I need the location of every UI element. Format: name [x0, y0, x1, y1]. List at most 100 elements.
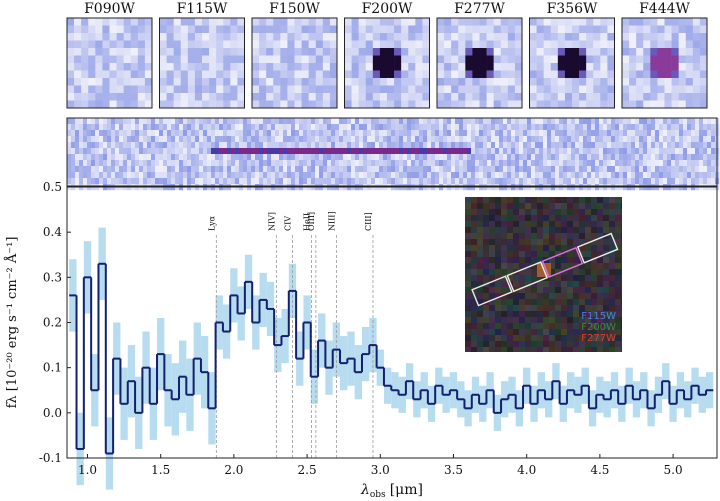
strip-pixel — [563, 124, 568, 131]
cutout-pixel — [95, 63, 103, 71]
cutout-pixel — [514, 85, 523, 94]
cutout-pixel — [408, 100, 416, 109]
cutout-pixel — [187, 100, 196, 109]
cutout-pixel — [458, 18, 466, 26]
strip-pixel — [91, 166, 96, 173]
cutout-pixel — [629, 55, 637, 64]
cutout-pixel — [564, 55, 573, 64]
cutout-pixel — [315, 18, 324, 26]
strip-pixel — [575, 172, 580, 179]
strip-pixel — [351, 136, 356, 143]
strip-pixel — [567, 118, 572, 125]
strip-pixel — [319, 142, 324, 149]
strip-pixel — [675, 178, 680, 185]
strip-pixel — [71, 160, 76, 167]
inset-pixel — [609, 245, 615, 251]
inset-pixel — [603, 209, 609, 215]
strip-pixel — [559, 172, 564, 179]
strip-pixel — [439, 160, 444, 167]
cutout-pixel — [543, 33, 552, 41]
strip-pixel — [607, 136, 612, 143]
inset-pixel — [501, 287, 507, 293]
cutout-pixel — [564, 33, 573, 41]
strip-pixel — [647, 136, 652, 143]
inset-pixel — [609, 287, 615, 293]
strip-pixel — [251, 136, 256, 143]
cutout-pixel — [600, 78, 608, 86]
cutout-pixel — [629, 18, 637, 26]
strip-pixel — [319, 166, 324, 173]
cutout-pixel — [643, 48, 651, 56]
strip-pixel — [411, 124, 416, 131]
inset-pixel — [597, 347, 603, 352]
cutout-pixel — [643, 100, 651, 109]
strip-pixel — [415, 160, 420, 167]
inset-pixel — [495, 323, 501, 329]
inset-pixel — [603, 347, 609, 352]
strip-pixel — [251, 154, 256, 161]
cutout-pixel — [657, 40, 665, 49]
cutout-pixel — [81, 33, 89, 41]
cutout-pixel — [344, 78, 352, 86]
inset-pixel — [525, 221, 531, 227]
strip-pixel — [339, 166, 344, 173]
cutout-pixel — [187, 33, 196, 41]
strip-pixel — [387, 178, 392, 185]
cutout-pixel — [358, 48, 367, 56]
cutout-pixel — [643, 40, 651, 49]
cutout-pixel — [365, 93, 374, 101]
strip-pixel — [479, 160, 484, 167]
inset-pixel — [561, 311, 567, 317]
strip-pixel — [523, 118, 528, 125]
strip-pixel — [143, 154, 148, 161]
strip-pixel — [479, 118, 484, 125]
inset-pixel — [465, 251, 471, 257]
inset-pixel — [621, 227, 622, 233]
strip-pixel — [99, 154, 104, 161]
strip-pixel — [163, 130, 168, 137]
inset-pixel — [543, 323, 549, 329]
strip-pixel — [283, 178, 288, 185]
cutout-pixel — [194, 33, 203, 41]
cutout-pixel — [301, 100, 309, 109]
cutout-pixel — [543, 85, 552, 94]
strip-pixel — [195, 136, 200, 143]
strip-pixel — [543, 136, 548, 143]
cutout-pixel — [294, 48, 302, 56]
strip-pixel — [91, 148, 96, 155]
strip-pixel — [487, 154, 492, 161]
strip-pixel — [627, 178, 632, 185]
inset-pixel — [615, 215, 621, 221]
cutout-pixel — [394, 33, 402, 41]
cutout-pixel — [586, 55, 594, 64]
strip-pixel — [431, 166, 436, 173]
strip-pixel — [107, 124, 112, 131]
strip-pixel — [343, 124, 348, 131]
strip-pixel — [691, 166, 696, 173]
cutout-pixel — [636, 25, 644, 34]
strip-pixel — [631, 148, 636, 155]
inset-pixel — [531, 347, 537, 352]
strip-pixel — [295, 172, 300, 179]
strip-pixel — [271, 130, 276, 137]
strip-pixel — [539, 160, 544, 167]
inset-pixel — [519, 329, 525, 335]
inset-pixel — [465, 329, 471, 335]
strip-pixel — [423, 118, 428, 125]
strip-pixel — [411, 166, 416, 173]
cutout-pixel — [699, 33, 708, 41]
inset-pixel — [519, 209, 525, 215]
cutout-pixel — [664, 48, 672, 56]
strip-pixel — [395, 124, 400, 131]
strip-pixel — [683, 118, 688, 125]
strip-pixel — [295, 154, 300, 161]
strip-pixel — [303, 172, 308, 179]
cutout-pixel — [664, 40, 672, 49]
cutout-pixel — [678, 63, 687, 71]
strip-pixel — [135, 124, 140, 131]
strip-pixel — [235, 136, 240, 143]
strip-pixel — [527, 178, 532, 185]
inset-pixel — [495, 227, 501, 233]
strip-pixel — [399, 178, 404, 185]
cutout-pixel — [329, 48, 338, 56]
